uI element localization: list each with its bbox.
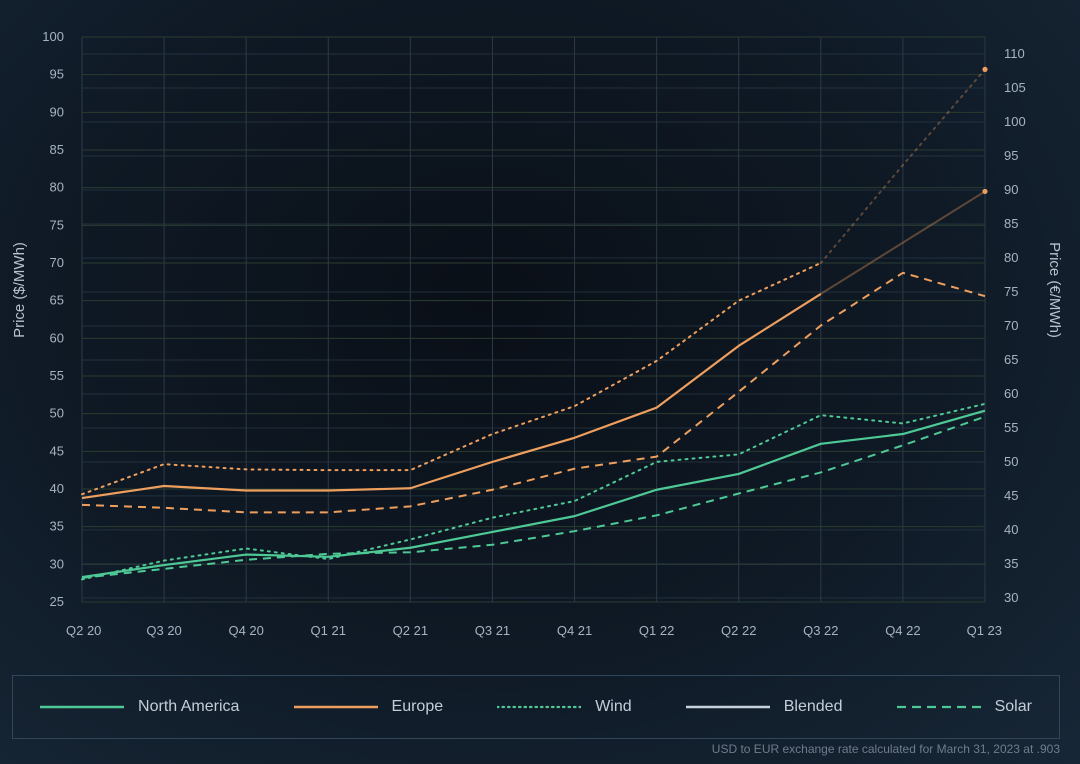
series-projection-europe-wind: [819, 68, 986, 264]
y-tick-label-left: 35: [50, 519, 64, 534]
chart-series: [81, 66, 988, 581]
series-end-marker-europe-wind: [982, 66, 988, 72]
y-tick-label-left: 55: [50, 368, 64, 383]
legend-swatch-wind: [497, 705, 582, 709]
legend-item-blended: Blended: [685, 698, 843, 716]
y-tick-label-left: 90: [50, 104, 64, 119]
legend-item-wind: Wind: [497, 698, 632, 716]
series-projection-europe-blended: [820, 190, 986, 295]
y-tick-label-right: 40: [1004, 522, 1018, 537]
series-line-north-america-blended: [81, 409, 986, 579]
legend-label: Europe: [391, 698, 444, 715]
y-tick-label-left: 75: [50, 217, 64, 232]
y-tick-label-right: 110: [1004, 46, 1025, 61]
y-tick-label-left: 30: [50, 556, 64, 571]
y-axis-title-left: Price ($/MWh): [11, 242, 28, 338]
legend-label: North America: [138, 698, 240, 715]
legend-swatch-europe: [293, 705, 378, 709]
legend-label: Wind: [595, 698, 632, 715]
y-tick-label-right: 30: [1004, 590, 1018, 605]
y-tick-label-right: 35: [1004, 556, 1018, 571]
y-tick-label-left: 95: [50, 67, 64, 82]
x-tick-label: Q1 21: [311, 623, 346, 638]
y-tick-label-left: 40: [50, 481, 64, 496]
x-tick-label: Q1 22: [639, 623, 674, 638]
y-tick-label-left: 65: [50, 293, 64, 308]
legend-swatch-blended: [685, 705, 770, 709]
x-tick-label: Q3 20: [146, 623, 181, 638]
y-axis-title-right: Price (€/MWh): [1046, 242, 1063, 338]
y-tick-label-left: 25: [50, 594, 64, 609]
y-tick-label-left: 50: [50, 406, 64, 421]
x-tick-label: Q4 20: [228, 623, 263, 638]
x-axis: Q2 20 Q3 20 Q4 20 Q1 21 Q2 21 Q3 21 Q4 21 Q1 22…: [66, 623, 1002, 638]
price-line-chart: 25 30 35 40 45 50 55 60 65 70 75 80 85 90 95 100 30 35 40…: [11, 29, 1063, 638]
y-tick-label-right: 105: [1004, 80, 1026, 95]
legend-swatch-north-america: [40, 705, 125, 709]
y-tick-label-left: 60: [50, 330, 64, 345]
y-tick-label-right: 50: [1004, 454, 1018, 469]
y-tick-label-left: 45: [50, 443, 64, 458]
series-line-north-america-solar: [81, 415, 986, 579]
x-tick-label: Q3 22: [803, 623, 838, 638]
x-tick-label: Q2 22: [721, 623, 756, 638]
y-tick-label-right: 75: [1004, 284, 1018, 299]
y-tick-label-right: 80: [1004, 250, 1018, 265]
y-tick-label-right: 100: [1004, 114, 1026, 129]
legend-swatch-solar: [896, 705, 981, 709]
y-tick-label-right: 85: [1004, 216, 1018, 231]
legend-item-europe: Europe: [293, 698, 444, 716]
y-tick-label-right: 65: [1004, 352, 1018, 367]
series-line-north-america-wind: [81, 402, 986, 581]
series-line-europe-wind: [81, 262, 822, 496]
legend-label: Solar: [994, 698, 1032, 715]
series-line-europe-solar: [81, 271, 986, 514]
y-tick-label-right: 45: [1004, 488, 1018, 503]
y-axis-right: 30 35 40 45 50 55 60 65 70 75 80 85 90 95 100 105 110: [1004, 46, 1026, 605]
y-tick-label-left: 85: [50, 142, 64, 157]
series-end-marker-europe-blended: [982, 188, 988, 195]
y-tick-label-right: 95: [1004, 148, 1018, 163]
series-line-europe-blended: [81, 292, 822, 500]
x-tick-label: Q2 21: [393, 623, 428, 638]
legend-label: Blended: [783, 698, 843, 715]
exchange-rate-footnote: USD to EUR exchange rate calculated for …: [711, 742, 1060, 756]
legend-item-solar: Solar: [896, 698, 1032, 716]
x-tick-label: Q2 20: [66, 623, 101, 638]
y-tick-label-right: 60: [1004, 386, 1018, 401]
y-tick-label-right: 55: [1004, 420, 1018, 435]
x-tick-label: Q1 23: [967, 623, 1002, 638]
y-tick-label-right: 70: [1004, 318, 1018, 333]
legend-item-north-america: North America: [40, 698, 239, 716]
y-tick-label-left: 100: [42, 29, 64, 44]
x-tick-label: Q3 21: [475, 623, 510, 638]
x-tick-label: Q4 22: [885, 623, 920, 638]
chart-grid: [81, 36, 986, 603]
chart-legend: North America Europe Wind Blended Solar: [12, 675, 1060, 739]
y-tick-label-right: 90: [1004, 182, 1018, 197]
y-tick-label-left: 80: [50, 180, 64, 195]
x-tick-label: Q4 21: [557, 623, 592, 638]
y-axis-left: 25 30 35 40 45 50 55 60 65 70 75 80 85 90 95 100: [42, 29, 64, 609]
y-tick-label-left: 70: [50, 255, 64, 270]
